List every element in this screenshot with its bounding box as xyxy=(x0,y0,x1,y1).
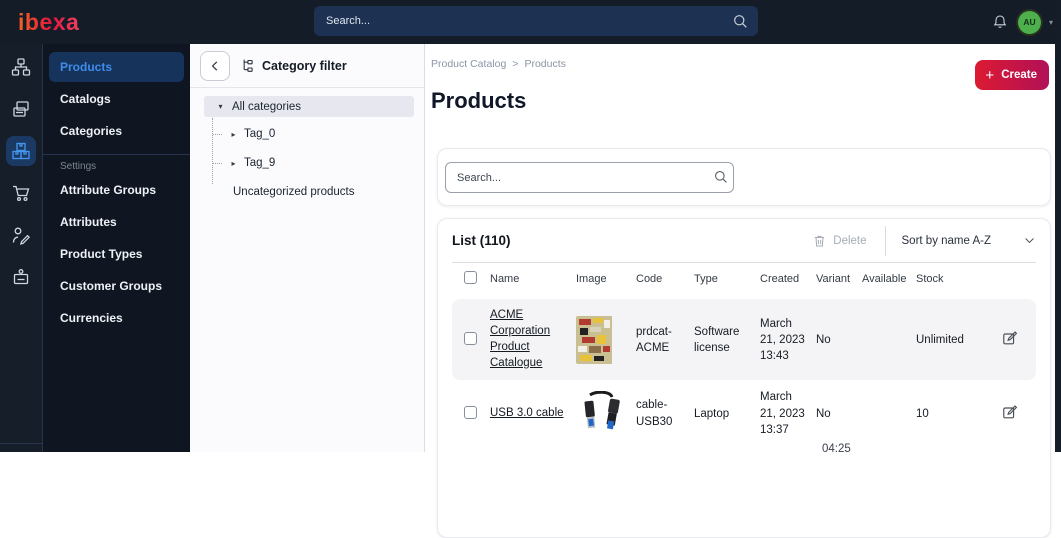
main-content: Product Catalog > Products Products + Cr… xyxy=(425,44,1061,538)
ibexa-logo: ibexa xyxy=(18,8,80,35)
tree-item-all-categories[interactable]: ▾ All categories xyxy=(204,96,414,117)
breadcrumb-products[interactable]: Products xyxy=(524,58,566,70)
edit-icon[interactable] xyxy=(1002,404,1018,420)
rail-divider xyxy=(0,443,42,444)
product-code: prdcat-ACME xyxy=(636,325,672,354)
category-filter-panel: Category filter ▾ All categories ▸ Tag_0… xyxy=(190,44,425,452)
icon-rail xyxy=(0,44,43,452)
product-variant: No xyxy=(816,333,831,346)
sidebar-item-currencies[interactable]: Currencies xyxy=(60,311,123,325)
sidebar-item-attributes[interactable]: Attributes xyxy=(60,215,117,229)
category-tree-icon xyxy=(240,58,255,73)
page-title: Products xyxy=(431,88,527,113)
edit-icon[interactable] xyxy=(1002,330,1018,346)
plus-icon: + xyxy=(985,66,995,84)
create-button[interactable]: + Create xyxy=(975,60,1049,90)
sidebar-item-attribute-groups[interactable]: Attribute Groups xyxy=(60,183,156,197)
app-shell: Products Catalogs Categories Settings At… xyxy=(0,44,1061,538)
product-list-card: List (110) Delete Sort by name A-Z xyxy=(437,218,1051,538)
column-header-name: Name xyxy=(490,273,520,285)
tree-item-tag-9[interactable]: ▸ Tag_9 xyxy=(190,151,424,175)
product-type: Software license xyxy=(694,325,740,354)
caret-right-icon[interactable]: ▸ xyxy=(231,158,236,168)
notifications-bell-icon[interactable] xyxy=(990,12,1010,32)
column-header-code: Code xyxy=(636,273,663,285)
menu-divider xyxy=(43,154,190,155)
table-header: Name Image Code Type Created Variant Ava… xyxy=(452,263,1036,295)
row-checkbox[interactable] xyxy=(464,405,477,419)
product-code: cable-USB30 xyxy=(636,399,673,428)
column-header-variant: Variant xyxy=(816,273,851,285)
list-title: List (110) xyxy=(452,233,511,248)
sidebar-item-products[interactable]: Products xyxy=(49,52,184,82)
column-header-created: Created xyxy=(760,273,800,285)
list-search-input[interactable] xyxy=(445,162,734,193)
collapse-panel-button[interactable] xyxy=(200,50,230,81)
sort-dropdown[interactable]: Sort by name A-Z xyxy=(902,234,1036,247)
table-row: USB 3.0 cable xyxy=(452,380,1036,446)
search-icon[interactable] xyxy=(733,14,748,29)
settings-section-label: Settings xyxy=(60,160,97,172)
clipped-row-text: 04:25 xyxy=(822,443,851,455)
user-avatar[interactable]: AU xyxy=(1017,10,1041,34)
acme-catalogue-thumbnail xyxy=(576,315,636,364)
breadcrumb-separator: > xyxy=(512,58,519,70)
controls-divider xyxy=(884,225,886,256)
table-row: ACME Corporation Product Catalogue xyxy=(452,299,1036,381)
scrollbar[interactable] xyxy=(1055,0,1061,452)
product-created: March 21, 2023 13:43 xyxy=(760,317,805,362)
caret-right-icon[interactable]: ▸ xyxy=(231,129,236,139)
sidebar-item-customer-groups[interactable]: Customer Groups xyxy=(60,279,163,293)
cart-icon[interactable] xyxy=(6,178,36,208)
breadcrumb-product-catalog[interactable]: Product Catalog xyxy=(431,58,507,70)
product-variant: No xyxy=(816,407,831,420)
list-header: List (110) Delete Sort by name A-Z xyxy=(452,219,1036,263)
product-name-link[interactable]: USB 3.0 cable xyxy=(490,406,564,419)
category-filter-header: Category filter xyxy=(190,44,424,88)
boxes-icon[interactable] xyxy=(6,136,36,166)
user-menu-caret-icon[interactable]: ▾ xyxy=(1048,17,1053,27)
topbar: ibexa AU ▾ xyxy=(0,0,1061,44)
sidebar-menu: Products Catalogs Categories Settings At… xyxy=(43,44,190,452)
chevron-down-icon xyxy=(1023,234,1036,247)
product-type: Laptop xyxy=(694,407,730,420)
product-created: March 21, 2023 13:37 xyxy=(760,391,805,436)
category-tree: ▾ All categories ▸ Tag_0 ▸ Tag_9 Uncateg… xyxy=(190,88,424,203)
tree-item-tag-0[interactable]: ▸ Tag_0 xyxy=(190,122,424,146)
sitemap-icon[interactable] xyxy=(6,52,36,82)
catalog-icon[interactable] xyxy=(6,94,36,124)
search-card xyxy=(437,148,1051,206)
sidebar-item-catalogs[interactable]: Catalogs xyxy=(60,92,111,106)
breadcrumb: Product Catalog > Products xyxy=(431,58,566,70)
global-search-input[interactable] xyxy=(314,6,758,36)
delete-button[interactable]: Delete xyxy=(813,234,867,248)
product-name-link[interactable]: ACME Corporation Product Catalogue xyxy=(490,309,551,369)
category-filter-title: Category filter xyxy=(262,58,347,73)
customer-edit-icon[interactable] xyxy=(6,220,36,250)
tree-guide-line xyxy=(212,118,213,184)
trash-icon xyxy=(813,234,826,248)
sidebar-item-product-types[interactable]: Product Types xyxy=(60,247,143,261)
column-header-stock: Stock xyxy=(916,273,944,285)
badge-icon[interactable] xyxy=(6,262,36,292)
tree-item-uncategorized[interactable]: Uncategorized products xyxy=(233,186,355,198)
select-all-checkbox[interactable] xyxy=(464,271,477,284)
sidebar-item-categories[interactable]: Categories xyxy=(60,124,123,138)
product-stock: Unlimited xyxy=(916,333,964,346)
column-header-image: Image xyxy=(576,273,607,285)
search-icon[interactable] xyxy=(714,170,728,184)
column-header-available: Available xyxy=(862,273,907,285)
caret-down-icon[interactable]: ▾ xyxy=(218,102,223,111)
usb-cable-thumbnail xyxy=(576,390,636,437)
product-stock: 10 xyxy=(916,407,929,420)
row-checkbox[interactable] xyxy=(464,331,477,345)
column-header-type: Type xyxy=(694,273,718,285)
